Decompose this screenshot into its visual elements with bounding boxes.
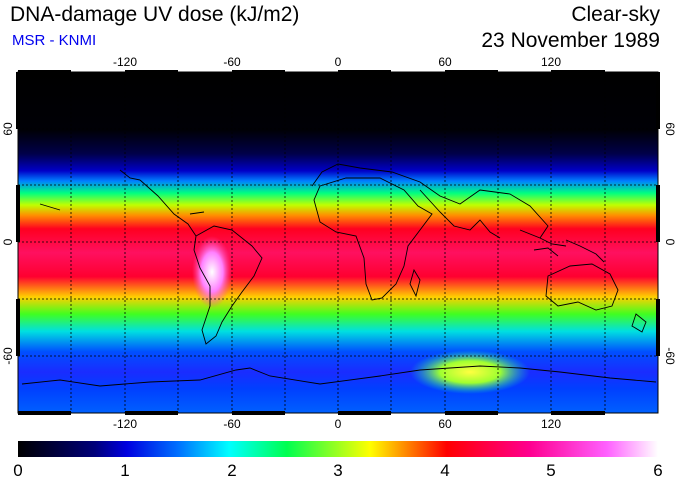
colorbar-tick-label: 6 (653, 461, 662, 480)
right-latitude-labels: 60 0 -60 (663, 122, 677, 365)
colorbar-tick-label: 5 (546, 461, 555, 480)
lat-label-right: 0 (663, 239, 677, 246)
lon-label-top: 120 (541, 55, 561, 69)
colorbar-tick-label: 0 (13, 461, 22, 480)
antarctic-enhanced-dose-area (410, 350, 530, 394)
lon-label-bottom: -60 (223, 417, 241, 431)
lon-label-bottom: -120 (113, 417, 137, 431)
lat-label-right: 60 (663, 122, 677, 136)
andes-high-dose-area (192, 236, 232, 308)
colorbar-tick-label: 2 (227, 461, 236, 480)
lon-label-top: 0 (335, 55, 342, 69)
lat-label-left: 0 (1, 238, 15, 245)
colorbar-tick-label: 3 (333, 461, 342, 480)
lon-label-top: -60 (223, 55, 241, 69)
colorbar-labels: 0 1 2 3 4 5 6 (13, 461, 662, 480)
lon-label-top: 60 (438, 55, 452, 69)
lat-label-right: -60 (663, 347, 677, 365)
lat-label-left: 60 (1, 122, 15, 136)
lon-label-bottom: 60 (438, 417, 452, 431)
top-longitude-labels: -120 -60 0 60 120 (113, 55, 561, 69)
left-latitude-labels: 60 0 -60 (1, 122, 15, 365)
colorbar-tick-label: 4 (440, 461, 449, 480)
bottom-longitude-labels: -120 -60 0 60 120 (113, 417, 561, 431)
lon-label-top: -120 (113, 55, 137, 69)
colorbar-tick-label: 1 (120, 461, 129, 480)
lon-label-bottom: 0 (335, 417, 342, 431)
lon-label-bottom: 120 (541, 417, 561, 431)
colorbar (18, 441, 658, 457)
lat-label-left: -60 (1, 347, 15, 365)
